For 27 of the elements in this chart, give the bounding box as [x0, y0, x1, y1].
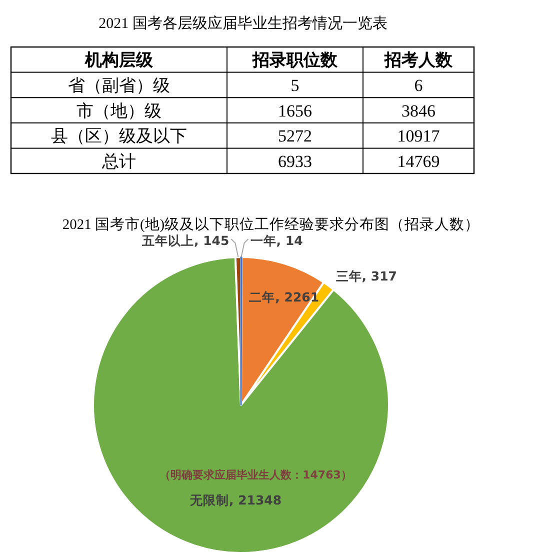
text: 14769 — [397, 152, 440, 171]
data-label: , 145 — [194, 233, 230, 248]
slice-label: 无限制 — [188, 492, 229, 508]
text: 6933 — [278, 152, 312, 171]
chart-title: 2021 国考市(地)级及以下职位工作经验要求分布图（招录人数） — [62, 216, 480, 233]
text: 1656 — [278, 101, 312, 120]
slice-label: 二年 — [249, 289, 276, 304]
data-label: , 21348 — [228, 492, 282, 508]
text: 招考人数 — [384, 50, 454, 71]
text: 县（区）级及以下 — [51, 126, 187, 146]
text: 市（地）级 — [76, 101, 162, 120]
text: 省（副省）级 — [68, 76, 170, 95]
slice-label: 三年 — [336, 268, 362, 284]
text: 招录职位数 — [252, 50, 338, 71]
slice-label: 一年 — [250, 233, 276, 248]
data-label: , 317 — [362, 268, 397, 284]
text: 6 — [414, 76, 423, 95]
text: 2021 国考各层级应届毕业生招考情况一览表 — [98, 15, 388, 32]
text: 10917 — [397, 126, 440, 146]
text: 5 — [290, 76, 300, 95]
text: （明确要求应届毕业生人数：14763） — [160, 468, 352, 482]
slice-label: 五年以上 — [141, 233, 194, 248]
text: 机构层级 — [84, 50, 154, 71]
data-label: , 14 — [276, 233, 304, 248]
text: 3846 — [402, 101, 436, 120]
text: 总计 — [101, 152, 136, 171]
text: 5272 — [278, 126, 312, 146]
